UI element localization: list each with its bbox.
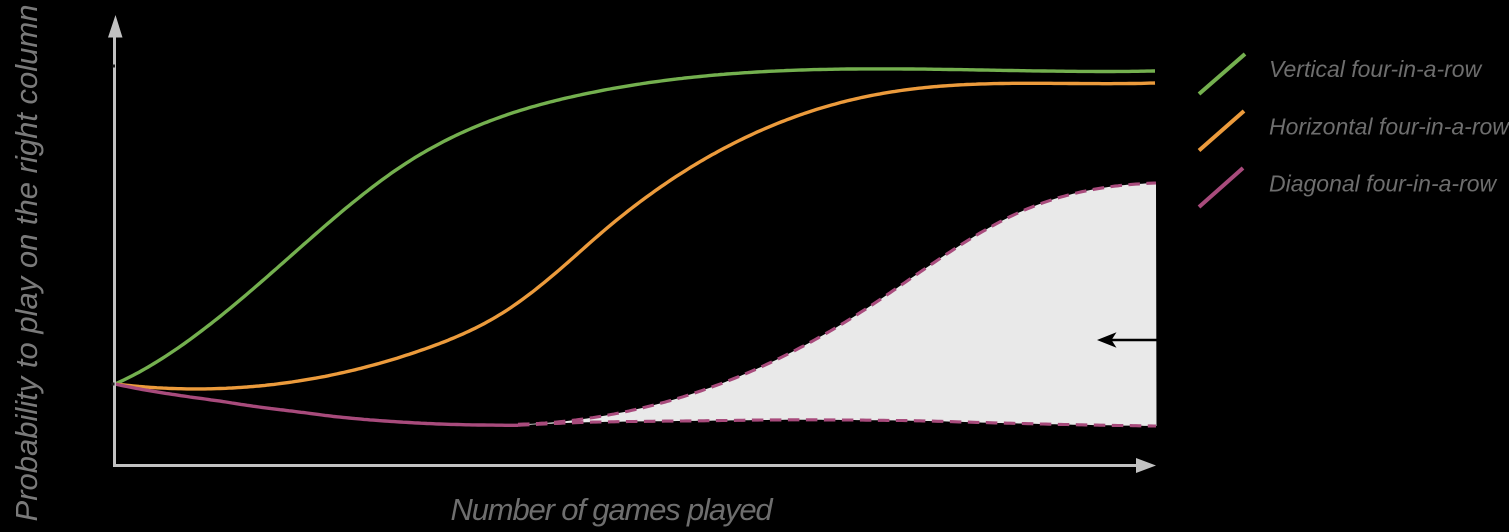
svg-text:Diagonal four-in-a-row: Diagonal four-in-a-row (1269, 171, 1498, 197)
svg-text:Vertical four-in-a-row: Vertical four-in-a-row (1269, 56, 1483, 82)
svg-text:Probability to play on the rig: Probability to play on the right column (9, 5, 44, 522)
svg-text:Number of games played: Number of games played (450, 492, 774, 527)
svg-text:Horizontal four-in-a-row: Horizontal four-in-a-row (1269, 114, 1509, 140)
